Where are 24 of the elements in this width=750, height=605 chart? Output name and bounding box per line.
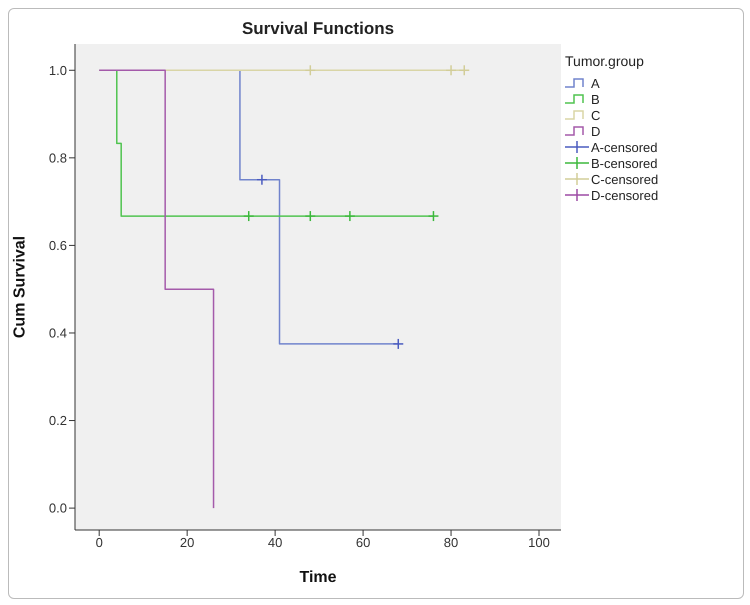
y-axis-title: Cum Survival <box>12 236 29 338</box>
x-tick-label: 0 <box>96 535 103 550</box>
y-tick-label: 1.0 <box>48 62 67 78</box>
chart-title: Survival Functions <box>240 19 396 39</box>
legend-label: C-censored <box>591 172 658 186</box>
y-tick-label: 0.8 <box>48 150 67 166</box>
x-axis-title: Time <box>299 569 337 586</box>
x-tick-label: 40 <box>268 535 282 550</box>
x-tick-label: 100 <box>528 535 550 550</box>
y-tick-label: 0.4 <box>48 326 67 341</box>
legend-label: D <box>591 124 600 138</box>
legend-label: B <box>591 92 600 106</box>
legend-title: Tumor.group <box>565 53 645 69</box>
x-tick-label: 60 <box>356 535 370 550</box>
y-tick-label: 0.0 <box>48 500 67 516</box>
legend-label: C <box>591 108 600 122</box>
legend-label: A-censored <box>591 140 658 154</box>
y-tick-label: 0.2 <box>48 413 67 428</box>
legend-label: B-censored <box>591 156 658 170</box>
legend-label: D-censored <box>591 188 658 202</box>
x-tick-label: 20 <box>180 535 194 550</box>
y-tick-label: 0.6 <box>48 238 67 254</box>
legend-label: A <box>591 76 600 90</box>
x-tick-label: 80 <box>444 535 458 550</box>
